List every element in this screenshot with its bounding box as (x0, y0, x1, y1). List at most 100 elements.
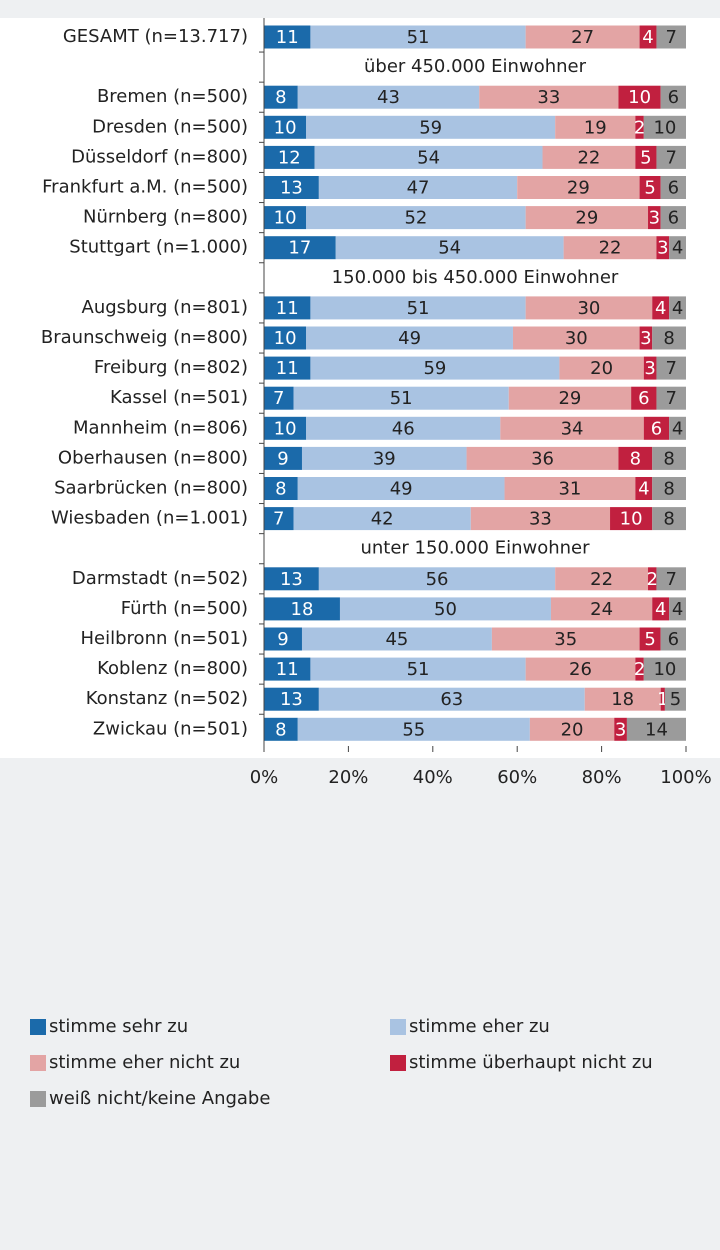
legend-swatch (30, 1091, 46, 1107)
bar-segment (639, 176, 661, 199)
y-tick-label: Oberhausen (n=800) (58, 447, 248, 468)
data-label: 43 (377, 87, 400, 108)
data-label: 45 (385, 629, 408, 650)
data-label: 9 (277, 448, 288, 469)
bar-segment (635, 477, 653, 500)
bar-segment (610, 507, 653, 531)
data-label: 26 (569, 659, 592, 680)
data-label: 59 (423, 358, 446, 379)
bar-segment (639, 627, 661, 651)
data-label: 33 (537, 87, 560, 108)
bar-segment (264, 717, 298, 741)
bar-segment (264, 386, 294, 410)
bar-segment (264, 296, 311, 320)
data-label: 22 (599, 238, 622, 259)
bar-segment (643, 416, 670, 440)
bar-segment (293, 507, 471, 531)
bar-segment (491, 627, 640, 651)
data-label: 56 (426, 569, 449, 590)
data-label: 6 (668, 629, 679, 650)
bar-segment (306, 115, 556, 139)
bar-segment (656, 567, 686, 591)
bar-segment (339, 597, 551, 621)
data-label: 8 (663, 509, 674, 530)
data-label: 6 (638, 388, 649, 409)
bar-segment (631, 386, 657, 410)
bar-segment (264, 85, 298, 109)
bar-segment (470, 507, 611, 531)
data-label: 8 (630, 448, 641, 469)
data-label: 3 (649, 208, 660, 229)
bar-segment (660, 627, 686, 651)
bar-segment (264, 627, 302, 651)
data-label: 10 (274, 328, 297, 349)
bar-segment (660, 687, 665, 711)
y-tick-label: Braunschweig (n=800) (41, 327, 248, 348)
bar-segment (264, 416, 307, 440)
bar-segment (618, 85, 661, 109)
bar-segment (264, 25, 311, 49)
y-tick-label: Darmstadt (n=502) (72, 568, 248, 589)
bar-segment (669, 416, 686, 440)
data-label: 6 (651, 418, 662, 439)
y-tick-label: Düsseldorf (n=800) (71, 146, 248, 167)
data-label: 51 (407, 27, 430, 48)
bar-segment (264, 145, 315, 169)
data-label: 59 (419, 117, 442, 138)
data-label: 46 (392, 418, 415, 439)
bar-segment (264, 206, 307, 230)
data-label: 55 (402, 719, 425, 740)
legend-swatch (390, 1055, 406, 1071)
bar-segment (652, 296, 670, 320)
data-label: 10 (274, 117, 297, 138)
bar-segment (639, 25, 657, 49)
data-label: 3 (657, 238, 668, 259)
data-label: 6 (668, 178, 679, 199)
data-label: 8 (663, 328, 674, 349)
bar-segment (318, 567, 556, 591)
bar-segment (652, 477, 686, 500)
bar-segment (504, 477, 636, 500)
bar-segment (660, 206, 686, 230)
data-label: 29 (575, 208, 598, 229)
bar-segment (525, 657, 636, 681)
data-label: 20 (590, 358, 613, 379)
bar-segment (525, 206, 649, 230)
data-label: 3 (615, 719, 626, 740)
data-label: 5 (670, 689, 681, 710)
data-label: 11 (276, 27, 299, 48)
bar-segment (310, 657, 526, 681)
data-label: 4 (655, 599, 666, 620)
bar-segment (264, 236, 336, 260)
bar-segment (264, 446, 302, 470)
legend-label: stimme überhaupt nicht zu (409, 1052, 653, 1073)
bar-segment (648, 206, 661, 230)
legend-swatch (390, 1019, 406, 1035)
bar-segment (635, 145, 657, 169)
data-label: 35 (554, 629, 577, 650)
bar-segment (660, 176, 686, 199)
data-label: 7 (666, 147, 677, 168)
data-label: 30 (577, 298, 600, 319)
bar-segment (512, 326, 640, 350)
data-label: 1 (657, 689, 668, 710)
data-label: 8 (663, 479, 674, 500)
data-label: 4 (655, 298, 666, 319)
y-tick-label: Fürth (n=500) (121, 598, 248, 619)
bar-segment (639, 326, 653, 350)
legend-swatch (30, 1019, 46, 1035)
group-header: unter 150.000 Einwohner (360, 538, 590, 559)
data-label: 7 (666, 569, 677, 590)
bar-segment (652, 326, 686, 350)
data-label: 51 (390, 388, 413, 409)
bar-segment (264, 567, 319, 591)
bar-segment (310, 296, 526, 320)
data-label: 11 (276, 298, 299, 319)
data-label: 29 (558, 388, 581, 409)
bar-segment (614, 717, 627, 741)
bar-segment (517, 176, 640, 199)
y-tick-label: Koblenz (n=800) (97, 658, 248, 679)
data-label: 24 (590, 599, 613, 620)
bar-segment (656, 145, 686, 169)
bar-segment (626, 717, 686, 741)
